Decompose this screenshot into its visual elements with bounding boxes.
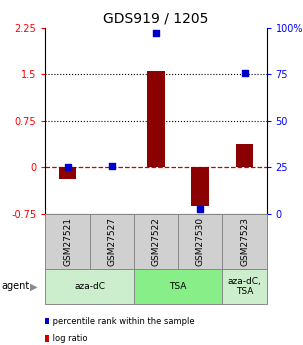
Point [109, 164, 114, 169]
Text: agent: agent [2, 282, 30, 291]
Text: GSM27530: GSM27530 [196, 217, 205, 266]
Text: TSA: TSA [169, 282, 187, 291]
Text: GSM27521: GSM27521 [63, 217, 72, 266]
Point [198, 206, 203, 212]
Text: aza-dC,
TSA: aza-dC, TSA [228, 277, 261, 296]
Bar [59, 167, 76, 178]
Title: GDS919 / 1205: GDS919 / 1205 [103, 11, 209, 25]
Point [65, 165, 70, 170]
Text: percentile rank within the sample: percentile rank within the sample [50, 317, 195, 326]
Text: GSM27522: GSM27522 [152, 217, 161, 266]
Text: GSM27527: GSM27527 [107, 217, 116, 266]
Bar [191, 167, 209, 206]
Point [242, 70, 247, 76]
Point [154, 30, 158, 36]
Text: log ratio: log ratio [50, 334, 88, 343]
Text: GSM27523: GSM27523 [240, 217, 249, 266]
Bar [236, 144, 253, 167]
Text: ▶: ▶ [30, 282, 37, 291]
Bar [147, 71, 165, 167]
Text: aza-dC: aza-dC [74, 282, 105, 291]
